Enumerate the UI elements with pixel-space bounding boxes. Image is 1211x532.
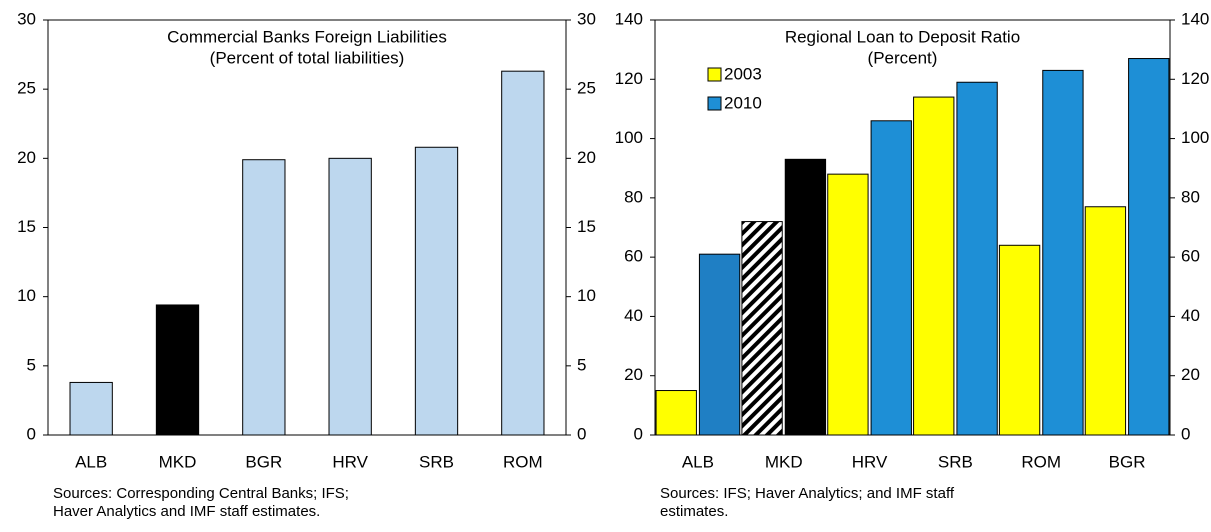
x-tick-label: HRV bbox=[332, 452, 368, 471]
source-note: Haver Analytics and IMF staff estimates. bbox=[53, 503, 320, 520]
bar bbox=[998, 244, 1041, 436]
y-tick-label: 15 bbox=[17, 217, 36, 236]
y2-tick-label: 20 bbox=[1181, 365, 1200, 384]
source-note: Sources: IFS; Haver Analytics; and IMF s… bbox=[660, 485, 955, 502]
y2-tick-label: 10 bbox=[577, 286, 596, 305]
bar bbox=[698, 253, 741, 436]
y-tick-label: 120 bbox=[615, 69, 643, 88]
bar bbox=[1042, 69, 1084, 436]
y2-tick-label: 15 bbox=[577, 217, 596, 236]
x-tick-label: MKD bbox=[765, 452, 803, 471]
bar bbox=[741, 221, 783, 436]
y-tick-label: 25 bbox=[17, 79, 36, 98]
y-tick-label: 20 bbox=[17, 148, 36, 167]
x-tick-label: ALB bbox=[682, 452, 714, 471]
x-tick-label: BGR bbox=[1109, 452, 1146, 471]
x-tick-label: BGR bbox=[245, 452, 282, 471]
legend-label: 2010 bbox=[724, 93, 762, 112]
y-tick-label: 20 bbox=[624, 365, 643, 384]
y2-tick-label: 80 bbox=[1181, 187, 1200, 206]
legend-label: 2003 bbox=[724, 64, 762, 83]
bar bbox=[242, 159, 286, 436]
x-tick-label: ALB bbox=[75, 452, 107, 471]
y2-tick-label: 0 bbox=[577, 424, 586, 443]
y2-tick-label: 100 bbox=[1181, 128, 1209, 147]
y-tick-label: 0 bbox=[27, 424, 36, 443]
bar bbox=[784, 158, 827, 436]
y-tick-label: 100 bbox=[615, 128, 643, 147]
y2-tick-label: 30 bbox=[577, 9, 596, 28]
y2-tick-label: 140 bbox=[1181, 9, 1209, 28]
y-tick-label: 80 bbox=[624, 187, 643, 206]
y-tick-label: 5 bbox=[27, 355, 36, 374]
bar bbox=[870, 120, 912, 436]
bar bbox=[69, 381, 113, 436]
y-tick-label: 0 bbox=[634, 424, 643, 443]
plot-frame bbox=[654, 19, 1171, 436]
source-note: Sources: Corresponding Central Banks; IF… bbox=[53, 485, 349, 502]
y2-tick-label: 120 bbox=[1181, 69, 1209, 88]
x-tick-label: MKD bbox=[159, 452, 197, 471]
bar bbox=[655, 390, 697, 436]
bar bbox=[328, 157, 372, 436]
y2-tick-label: 60 bbox=[1181, 247, 1200, 266]
legend-swatch bbox=[707, 67, 722, 82]
bar bbox=[155, 304, 200, 436]
chart-title: Regional Loan to Deposit Ratio bbox=[785, 27, 1020, 46]
bar bbox=[827, 173, 869, 436]
y-tick-label: 140 bbox=[615, 9, 643, 28]
x-tick-label: ROM bbox=[1021, 452, 1061, 471]
x-tick-label: ROM bbox=[503, 452, 543, 471]
bar bbox=[414, 146, 459, 436]
x-tick-label: SRB bbox=[419, 452, 454, 471]
bar bbox=[1128, 58, 1170, 436]
y2-tick-label: 20 bbox=[577, 148, 596, 167]
plot-frame bbox=[47, 19, 567, 436]
y2-tick-label: 25 bbox=[577, 79, 596, 98]
legend-swatch bbox=[707, 96, 722, 111]
source-note: estimates. bbox=[660, 503, 728, 520]
y-tick-label: 30 bbox=[17, 9, 36, 28]
bar bbox=[956, 81, 998, 436]
chart-title: Commercial Banks Foreign Liabilities bbox=[167, 27, 447, 46]
bar bbox=[913, 96, 955, 436]
bar bbox=[1084, 206, 1127, 436]
y-tick-label: 40 bbox=[624, 306, 643, 325]
chart-title: (Percent) bbox=[868, 48, 938, 67]
x-tick-label: SRB bbox=[938, 452, 973, 471]
y-tick-label: 10 bbox=[17, 286, 36, 305]
y2-tick-label: 0 bbox=[1181, 424, 1190, 443]
y-tick-label: 60 bbox=[624, 247, 643, 266]
chart-title: (Percent of total liabilities) bbox=[210, 48, 405, 67]
y2-tick-label: 40 bbox=[1181, 306, 1200, 325]
x-tick-label: HRV bbox=[852, 452, 888, 471]
y2-tick-label: 5 bbox=[577, 355, 586, 374]
bar bbox=[501, 70, 545, 436]
